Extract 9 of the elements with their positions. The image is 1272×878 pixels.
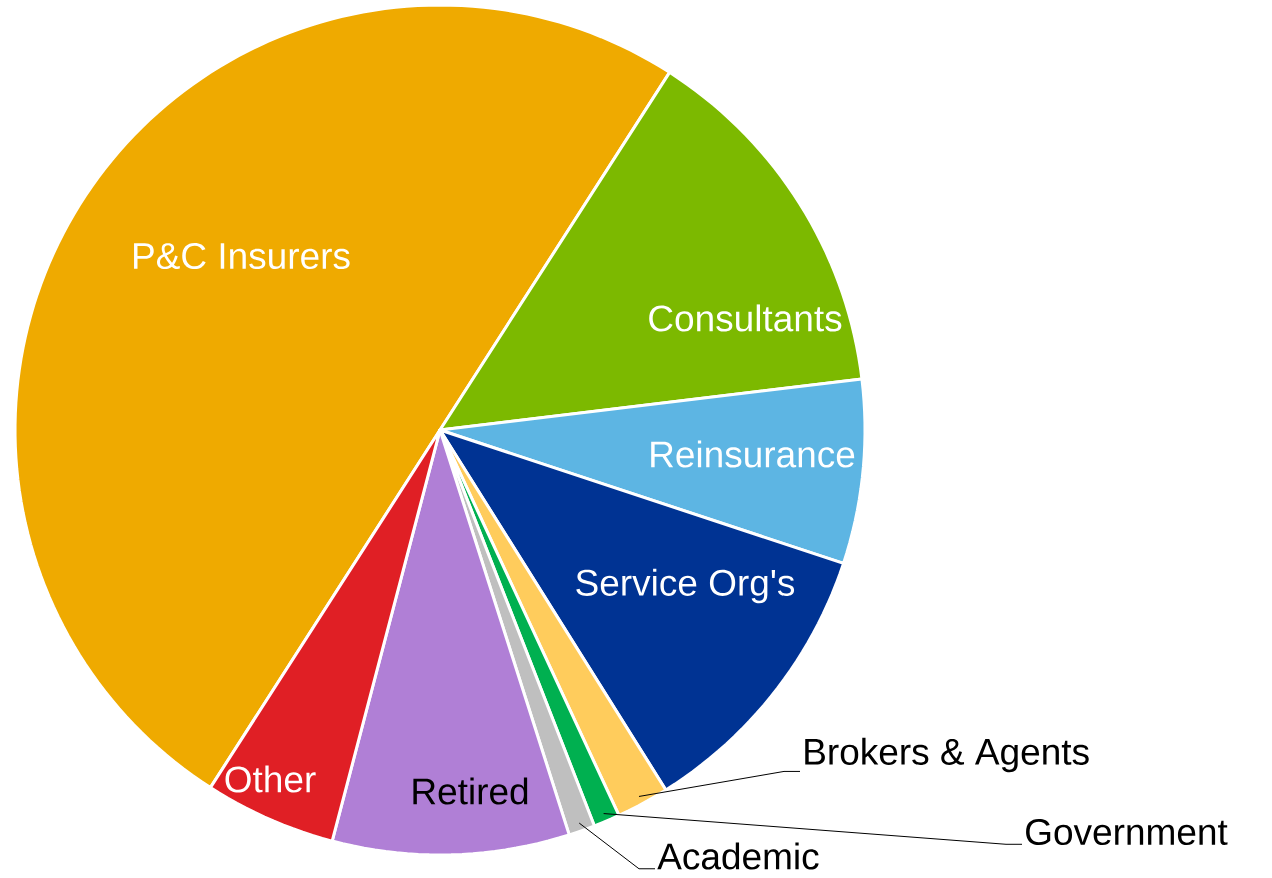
slice-label: P&C Insurers — [134, 242, 350, 270]
slice-label: Service Org's — [576, 568, 795, 604]
slice-label: Brokers & Agents — [805, 737, 1089, 773]
slice-label: Other — [225, 765, 316, 793]
slice-label: Government — [1026, 818, 1228, 846]
slice-label: Reinsurance — [651, 440, 855, 468]
slice-label: Retired — [413, 777, 528, 805]
slice-label: Consultants — [649, 304, 842, 332]
slice-label: Academic — [657, 842, 819, 870]
